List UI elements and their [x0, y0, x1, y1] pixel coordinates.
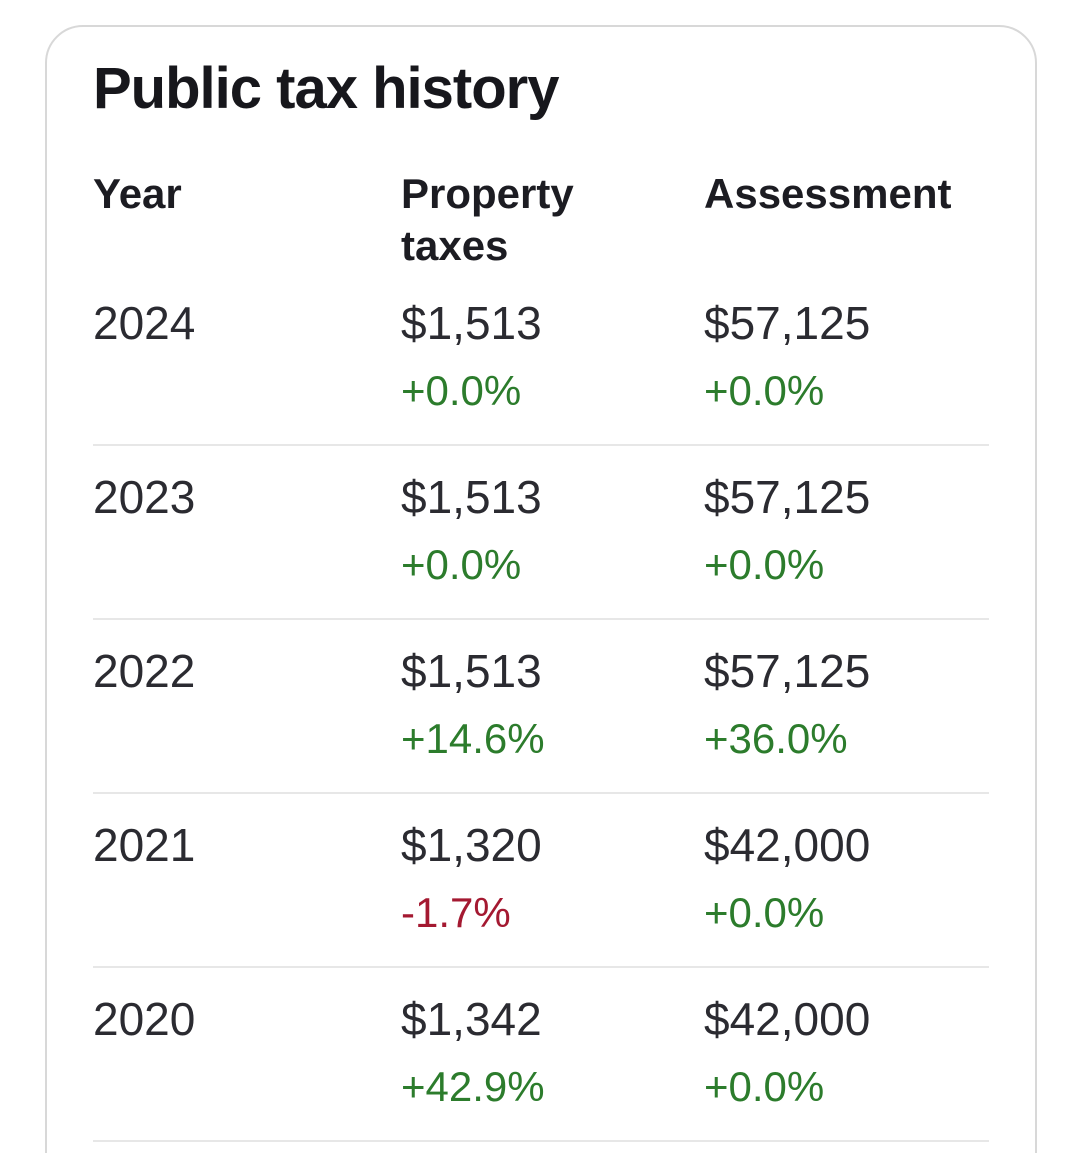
year-cell: 2022 — [93, 645, 196, 697]
assessment-change: +0.0% — [704, 1063, 825, 1110]
property-tax-cell: $1,513 +14.6% — [401, 646, 704, 762]
assessment-value: $57,125 — [704, 297, 871, 349]
table-row: 2023 $1,513 +0.0% $57,125 +0.0% — [93, 446, 989, 620]
property-tax-change: +42.9% — [401, 1063, 545, 1110]
assessment-value: $57,125 — [704, 645, 871, 697]
column-header-property-taxes-label: Property taxes — [401, 170, 574, 269]
year-cell-container: 2020 — [93, 994, 401, 1110]
property-tax-cell: $1,320 -1.7% — [401, 820, 704, 936]
property-tax-value: $1,513 — [401, 471, 542, 523]
assessment-change: +0.0% — [704, 367, 825, 414]
assessment-change: +0.0% — [704, 889, 825, 936]
assessment-cell: $57,125 +0.0% — [704, 298, 989, 414]
table-row: 2024 $1,513 +0.0% $57,125 +0.0% — [93, 272, 989, 446]
property-tax-value: $1,513 — [401, 297, 542, 349]
tax-history-card: Public tax history Year Property taxes A… — [45, 25, 1037, 1153]
property-tax-change: +0.0% — [401, 367, 522, 414]
table-row: 2022 $1,513 +14.6% $57,125 +36.0% — [93, 620, 989, 794]
table-row: 2021 $1,320 -1.7% $42,000 +0.0% — [93, 794, 989, 968]
year-cell: 2020 — [93, 993, 196, 1045]
assessment-cell: $57,125 +0.0% — [704, 472, 989, 588]
column-header-assessment: Assessment — [704, 170, 952, 217]
property-tax-value: $1,342 — [401, 993, 542, 1045]
assessment-value: $42,000 — [704, 993, 871, 1045]
property-tax-change: +0.0% — [401, 541, 522, 588]
assessment-value: $57,125 — [704, 471, 871, 523]
assessment-change: +0.0% — [704, 541, 825, 588]
year-cell-container: 2021 — [93, 820, 401, 936]
assessment-cell: $42,000 +0.0% — [704, 994, 989, 1110]
year-cell-container: 2023 — [93, 472, 401, 588]
property-tax-change: -1.7% — [401, 889, 511, 936]
table-body: 2024 $1,513 +0.0% $57,125 +0.0% 2023 $1,… — [93, 272, 989, 1142]
table-row: 2020 $1,342 +42.9% $42,000 +0.0% — [93, 968, 989, 1142]
year-cell-container: 2024 — [93, 298, 401, 414]
property-tax-cell: $1,342 +42.9% — [401, 994, 704, 1110]
property-tax-change: +14.6% — [401, 715, 545, 762]
property-tax-value: $1,513 — [401, 645, 542, 697]
assessment-cell: $42,000 +0.0% — [704, 820, 989, 936]
table-header-row: Year Property taxes Assessment — [93, 168, 989, 272]
assessment-value: $42,000 — [704, 819, 871, 871]
column-header-property-taxes: Property taxes — [401, 168, 704, 272]
column-header-year: Year — [93, 170, 182, 217]
section-title: Public tax history — [93, 56, 559, 121]
year-cell-container: 2022 — [93, 646, 401, 762]
property-tax-value: $1,320 — [401, 819, 542, 871]
property-tax-cell: $1,513 +0.0% — [401, 298, 704, 414]
year-cell: 2023 — [93, 471, 196, 523]
year-cell: 2021 — [93, 819, 196, 871]
year-cell: 2024 — [93, 297, 196, 349]
assessment-change: +36.0% — [704, 715, 848, 762]
assessment-cell: $57,125 +36.0% — [704, 646, 989, 762]
property-tax-cell: $1,513 +0.0% — [401, 472, 704, 588]
